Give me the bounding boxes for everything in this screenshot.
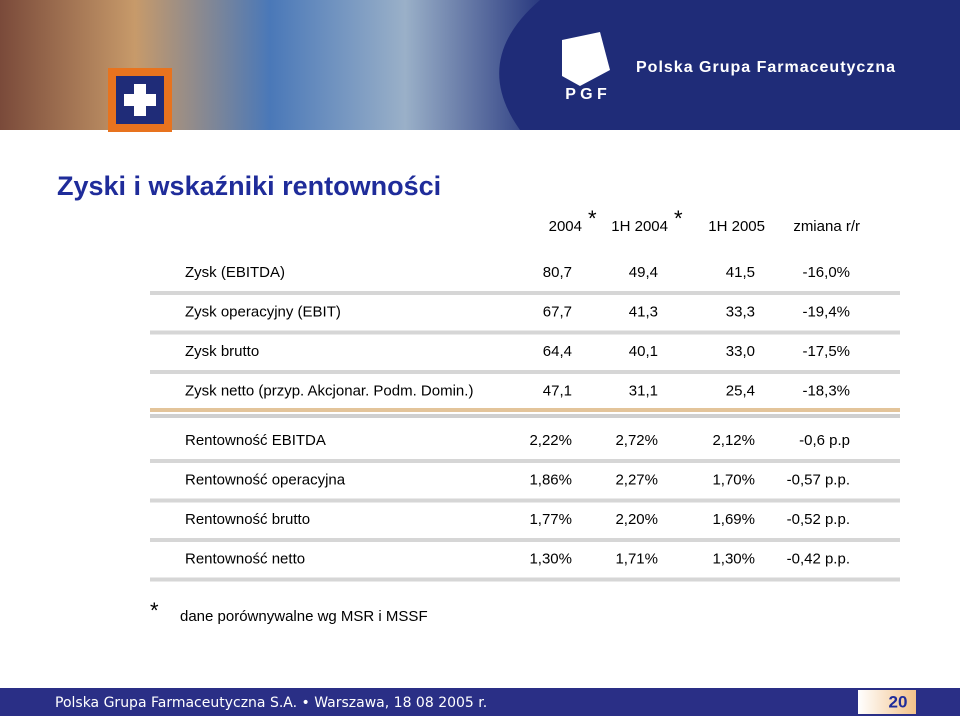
row-label: Rentowność EBITDA [185, 432, 326, 449]
column-header: zmiana r/r [793, 218, 860, 235]
cell: 2,22% [529, 432, 572, 449]
cell: -19,4% [802, 303, 850, 320]
column-header: 1H 2004 [611, 218, 668, 235]
pgf-emblem [562, 32, 610, 86]
cell: -16,0% [802, 264, 850, 281]
cell: -18,3% [802, 382, 850, 399]
row-label: Zysk netto (przyp. Akcjonar. Podm. Domin… [185, 382, 473, 399]
row-label: Zysk operacyjny (EBIT) [185, 303, 341, 320]
row-separator [150, 330, 900, 335]
table: 2004 1H 2004 1H 2005 zmiana r/r * * Zysk (EBIT… [150, 206, 900, 582]
cell: 31,1 [629, 382, 658, 399]
column-note: * [674, 206, 683, 231]
row-label: Rentowność netto [185, 550, 305, 567]
row-separator [150, 538, 900, 542]
cell: 47,1 [543, 382, 572, 399]
cell: 1,30% [712, 550, 755, 567]
cell: -17,5% [802, 343, 850, 360]
logo-text: P G F [565, 86, 607, 103]
group-separator [150, 414, 900, 418]
row-label: Rentowność operacyjna [185, 471, 346, 488]
column-note: * [588, 206, 597, 231]
logo-cross [124, 84, 156, 116]
cell: 1,70% [712, 471, 755, 488]
cell: -0,57 p.p. [787, 471, 850, 488]
cell: 2,12% [712, 432, 755, 449]
cell: 49,4 [629, 264, 658, 281]
footer-text: Polska Grupa Farmaceutyczna S.A. • Warsz… [55, 695, 487, 711]
cell: 80,7 [543, 264, 572, 281]
cell: 41,3 [629, 303, 658, 320]
row-separator [150, 498, 900, 503]
cell: 2,20% [615, 511, 658, 528]
banner-photo [0, 0, 540, 130]
cell: 33,3 [726, 303, 755, 320]
page-number: 20 [889, 692, 908, 711]
row-separator [150, 370, 900, 374]
cell: 1,77% [529, 511, 572, 528]
cell: 40,1 [629, 343, 658, 360]
slide-title: Zyski i wskaźniki rentowności [57, 171, 441, 201]
row-label: Zysk (EBITDA) [185, 264, 285, 281]
cell: 1,30% [529, 550, 572, 567]
cell: 1,69% [712, 511, 755, 528]
cell: -0,52 p.p. [787, 511, 850, 528]
group-separator [150, 408, 900, 412]
cell: 2,27% [615, 471, 658, 488]
row-label: Zysk brutto [185, 343, 259, 360]
row-label: Rentowność brutto [185, 511, 310, 528]
footnote-mark: * [150, 598, 159, 623]
row-separator [150, 291, 900, 295]
cell: 2,72% [615, 432, 658, 449]
cell: 33,0 [726, 343, 755, 360]
cell: 41,5 [726, 264, 755, 281]
footer-bar [0, 688, 960, 716]
company-name: Polska Grupa Farmaceutyczna [636, 59, 896, 76]
cell: 67,7 [543, 303, 572, 320]
column-header: 2004 [549, 218, 582, 235]
row-separator [150, 459, 900, 463]
cell: 64,4 [543, 343, 572, 360]
row-separator [150, 577, 900, 582]
column-header: 1H 2005 [708, 218, 765, 235]
cell: -0,42 p.p. [787, 550, 850, 567]
cell: 25,4 [726, 382, 755, 399]
cell: -0,6 p.p [799, 432, 850, 449]
footnote-text: dane porównywalne wg MSR i MSSF [180, 608, 428, 625]
page-box [858, 690, 916, 714]
cell: 1,86% [529, 471, 572, 488]
cell: 1,71% [615, 550, 658, 567]
